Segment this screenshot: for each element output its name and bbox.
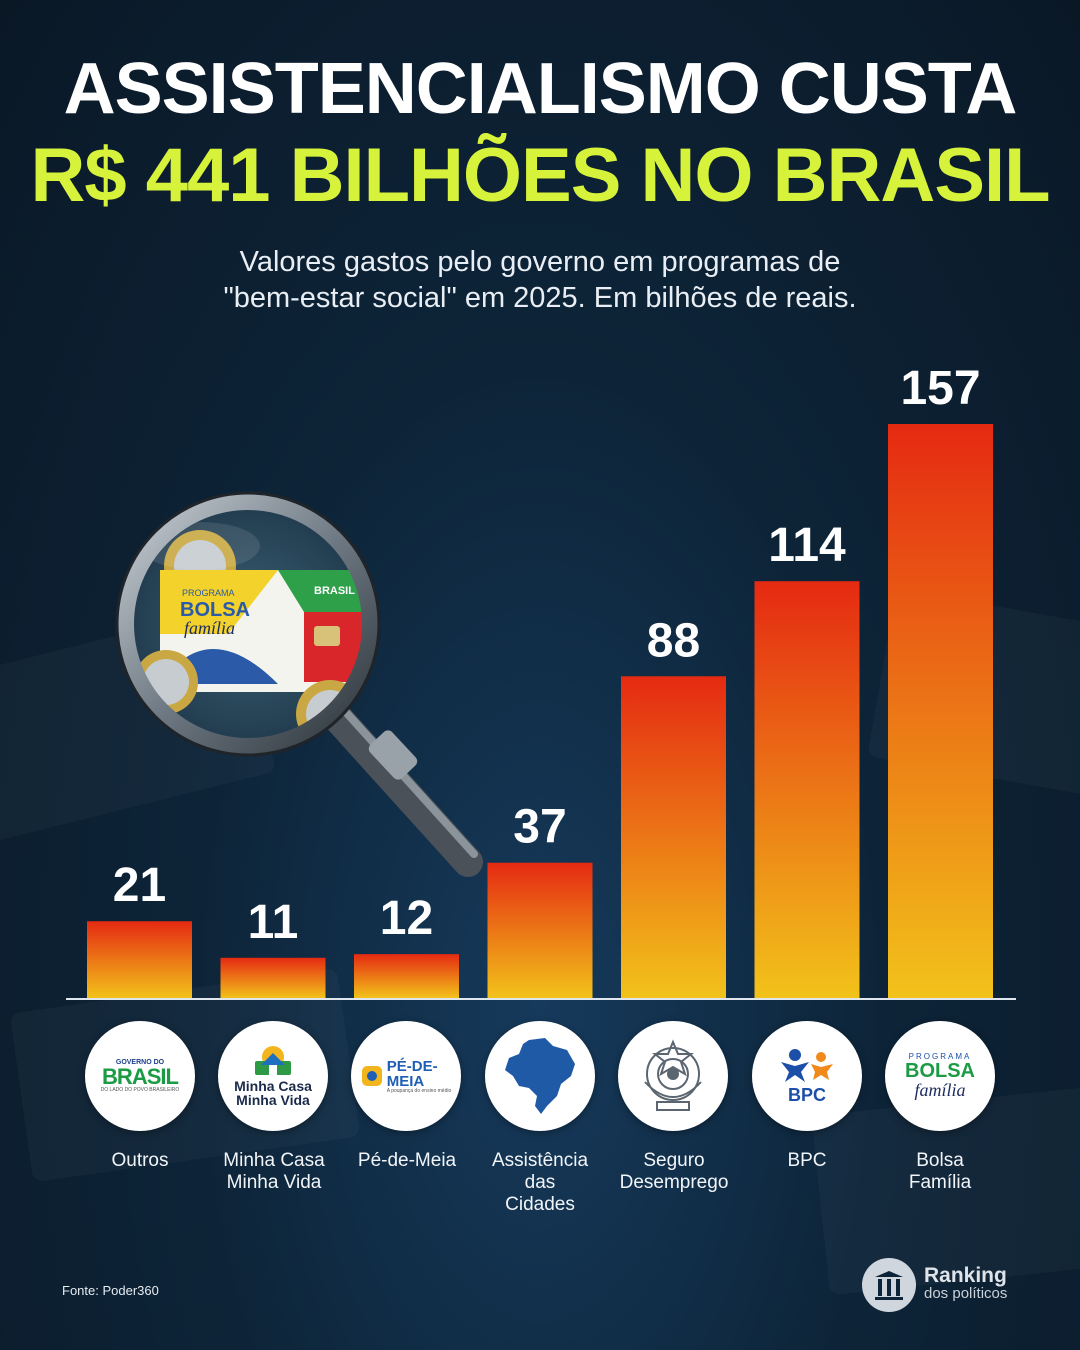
gov-big-text: BRASIL: [102, 1064, 179, 1089]
category-label-line: Desemprego: [619, 1172, 729, 1193]
category-label-line: das: [524, 1172, 556, 1193]
category-label-line: BPC: [787, 1150, 827, 1171]
card-brasil-text: BRASIL: [314, 585, 355, 597]
category-label-line: Minha Casa: [223, 1150, 325, 1171]
chart-subtitle: Valores gastos pelo governo em programas…: [140, 244, 940, 316]
data-label: 11: [248, 896, 299, 949]
category-label-outros: Outros: [70, 1150, 210, 1172]
card-small-text: PROGRAMA: [182, 588, 235, 598]
data-label: 21: [113, 859, 166, 912]
magnifier-handle: [321, 701, 483, 877]
governo-do-brasil-logo: GOVERNO DO BRASIL DO LADO DO POVO BRASIL…: [85, 1021, 195, 1131]
bar-seguro-desemprego: [621, 676, 726, 998]
category-label-line: Família: [908, 1172, 972, 1193]
category-label-line: Cidades: [505, 1194, 575, 1215]
data-label: 88: [647, 614, 700, 667]
bpc-logo: BPC: [752, 1021, 862, 1131]
mcmv-line-2: Minha Vida: [236, 1092, 310, 1108]
data-labels-layer: 21 11 12 37 88 114 157: [113, 362, 981, 949]
gov-tag-text: DO LADO DO POVO BRASILEIRO: [100, 1087, 180, 1093]
card-illustration: PROGRAMA BOLSA família BRASIL: [160, 570, 370, 692]
subtitle-line-2: "bem-estar social" em 2025. Em bilhões d…: [223, 282, 857, 314]
house-icon: [255, 1046, 291, 1075]
data-label: 12: [380, 892, 433, 945]
data-label: 157: [900, 362, 980, 415]
card-big-text: BOLSA: [180, 599, 250, 621]
category-label-bolsa-familia: Bolsa Família: [870, 1150, 1010, 1194]
pdm-tag-text: A poupança do ensino médio: [386, 1087, 452, 1094]
bar-outros: [87, 921, 192, 998]
pe-de-meia-mark-icon: [361, 1066, 382, 1086]
data-label: 37: [513, 801, 566, 854]
category-label-seguro-desemprego: Seguro Desemprego: [604, 1150, 744, 1194]
bolsa-familia-logo: PROGRAMA BOLSA família: [885, 1021, 995, 1131]
bar-bolsa-familia: [888, 424, 993, 998]
coat-of-arms-icon: [618, 1021, 728, 1131]
bar-bpc: [754, 581, 860, 998]
bar-pe-de-meia: [354, 954, 459, 998]
bar-assistencia-das-cidades: [487, 862, 593, 998]
title-line-1: ASSISTENCIALISMO CUSTA: [63, 49, 1018, 129]
mcmv-line-1: Minha Casa: [234, 1078, 312, 1094]
brand-name: Ranking: [924, 1264, 1007, 1287]
x-axis-line: [66, 998, 1016, 1000]
category-label-line: Minha Vida: [226, 1172, 322, 1193]
pe-de-meia-logo: PÉ-DE- MEIA A poupança do ensino médio: [351, 1021, 461, 1131]
data-label: 114: [768, 519, 846, 572]
brand-logo: Ranking dos políticos: [862, 1258, 1007, 1312]
category-label-line: Assistência: [491, 1150, 589, 1171]
brand-subtitle: dos políticos: [924, 1285, 1008, 1302]
bars-layer: [87, 424, 993, 998]
pdm-line-2: MEIA: [386, 1072, 425, 1090]
source-note: Fonte: Poder360: [62, 1283, 159, 1298]
category-label-minha-casa-minha-vida: Minha Casa Minha Vida: [204, 1150, 344, 1194]
title-line-2: R$ 441 BILHÕES NO BRASIL: [30, 133, 1050, 218]
category-label-pe-de-meia: Pé-de-Meia: [337, 1150, 477, 1172]
bar-minha-casa-minha-vida: [220, 957, 326, 998]
category-label-assistencia-das-cidades: Assistência das Cidades: [470, 1150, 610, 1216]
card-script-text: família: [184, 618, 235, 638]
magnifier-illustration: PROGRAMA BOLSA família BRASIL: [115, 491, 483, 877]
category-label-line: Bolsa: [916, 1150, 964, 1171]
minha-casa-minha-vida-logo: Minha Casa Minha Vida: [218, 1021, 328, 1131]
bf-small-text: PROGRAMA: [908, 1052, 972, 1061]
category-label-line: Outros: [111, 1150, 169, 1171]
category-label-bpc: BPC: [737, 1150, 877, 1172]
gov-small-text: GOVERNO DO: [115, 1059, 165, 1066]
pillar-icon: [862, 1258, 916, 1312]
bf-big-text: BOLSA: [905, 1060, 975, 1082]
brazil-map-icon: [485, 1021, 595, 1131]
subtitle-line-1: Valores gastos pelo governo em programas…: [239, 246, 841, 278]
category-label-line: Seguro: [643, 1150, 705, 1171]
bpc-figures-icon: [781, 1049, 833, 1082]
pdm-line-1: PÉ-DE-: [386, 1057, 438, 1075]
bpc-text: BPC: [787, 1085, 826, 1105]
bf-script-text: família: [914, 1080, 966, 1100]
category-label-line: Pé-de-Meia: [357, 1150, 457, 1171]
